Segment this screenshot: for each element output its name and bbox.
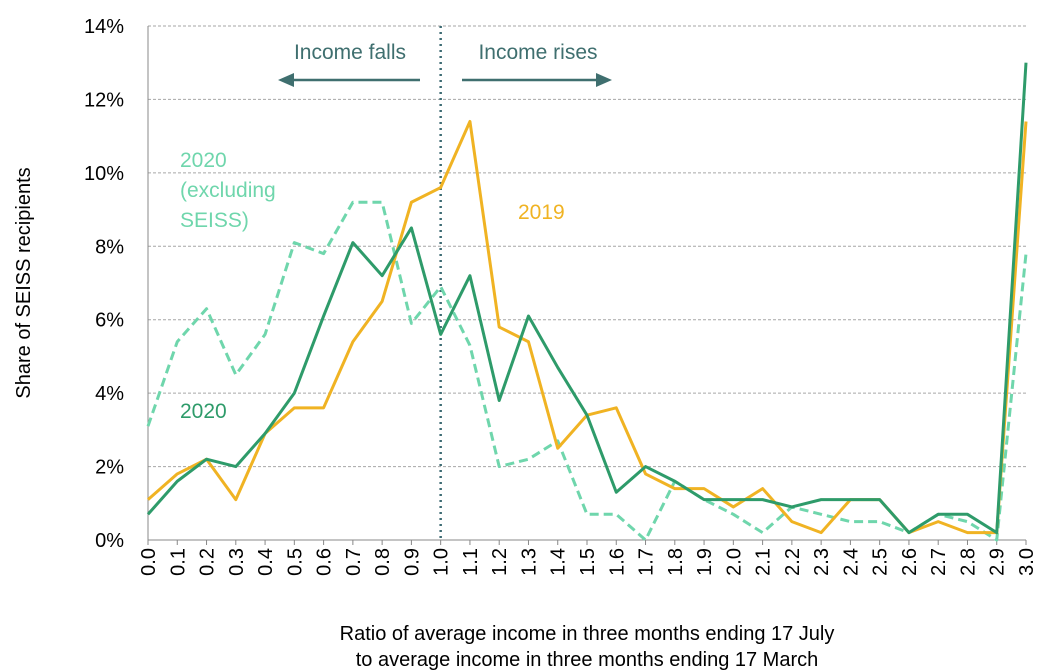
x-tick-label: 1.8: [665, 548, 687, 576]
x-tick-label: 1.3: [518, 548, 540, 576]
y-tick-label: 2%: [95, 457, 124, 479]
y-tick-label: 4%: [95, 383, 124, 405]
x-tick-label: 2.5: [870, 548, 892, 576]
x-tick-label: 3.0: [1016, 548, 1038, 576]
x-axis-label: to average income in three months ending…: [356, 649, 819, 670]
x-tick-label: 0.4: [255, 548, 277, 576]
x-tick-label: 2.9: [987, 548, 1009, 576]
x-tick-label: 0.9: [401, 548, 423, 576]
y-tick-label: 10%: [84, 163, 124, 185]
x-tick-label: 0.5: [284, 548, 306, 576]
arrowhead: [596, 73, 612, 87]
y-tick-label: 8%: [95, 236, 124, 258]
x-tick-label: 1.1: [460, 548, 482, 576]
x-tick-label: 0.0: [138, 548, 160, 576]
x-tick-label: 1.2: [489, 548, 511, 576]
x-tick-label: 2.3: [811, 548, 833, 576]
x-tick-label: 2.4: [840, 548, 862, 576]
x-tick-label: 2.1: [753, 548, 775, 576]
x-tick-label: 2.7: [928, 548, 950, 576]
x-tick-label: 2.6: [899, 548, 921, 576]
x-tick-label: 1.4: [548, 548, 570, 576]
y-tick-label: 6%: [95, 310, 124, 332]
y-tick-label: 14%: [84, 16, 124, 38]
x-tick-label: 1.6: [606, 548, 628, 576]
arrowhead: [278, 73, 294, 87]
series-label: 2019: [518, 201, 565, 224]
x-tick-label: 0.8: [372, 548, 394, 576]
x-tick-label: 2.2: [782, 548, 804, 576]
x-tick-label: 2.0: [723, 548, 745, 576]
y-tick-label: 0%: [95, 530, 124, 552]
y-tick-label: 12%: [84, 89, 124, 111]
x-tick-label: 2.8: [957, 548, 979, 576]
x-tick-label: 0.2: [197, 548, 219, 576]
x-tick-label: 1.7: [636, 548, 658, 576]
x-tick-label: 0.7: [343, 548, 365, 576]
annotation: Income rises: [478, 41, 597, 64]
y-axis-label: Share of SEISS recipients: [13, 167, 35, 398]
series-label: 2020 (excluding SEISS): [180, 149, 276, 232]
x-tick-label: 1.9: [694, 548, 716, 576]
x-tick-label: 1.0: [431, 548, 453, 576]
series-label: 2020: [180, 400, 227, 423]
series-line: [146, 62, 1028, 535]
annotation: Income falls: [294, 41, 406, 64]
series-line: [146, 200, 1028, 542]
x-tick-label: 0.6: [314, 548, 336, 576]
x-tick-label: 0.1: [167, 548, 189, 576]
x-tick-label: 1.5: [577, 548, 599, 576]
x-tick-label: 0.3: [226, 548, 248, 576]
x-axis-label: Ratio of average income in three months …: [340, 623, 835, 645]
